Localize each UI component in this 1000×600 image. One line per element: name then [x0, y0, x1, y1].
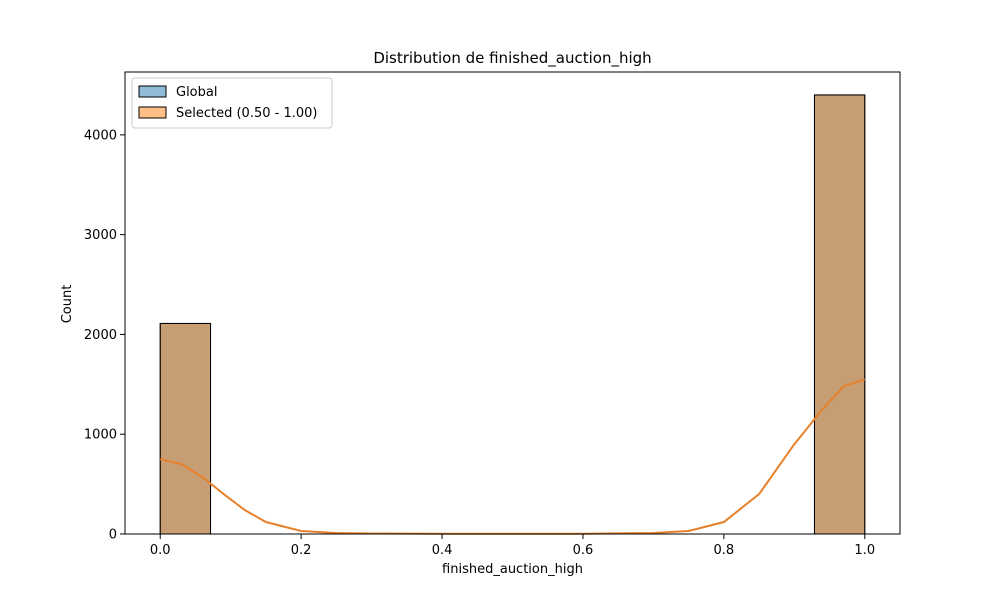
x-tick-label: 0.2	[291, 543, 312, 558]
y-tick-label: 4000	[84, 128, 117, 143]
x-tick-label: 0.8	[714, 543, 735, 558]
x-tick-label: 1.0	[854, 543, 875, 558]
y-tick-label: 1000	[84, 428, 117, 443]
legend-label: Global	[176, 85, 217, 100]
legend: Global Selected (0.50 - 1.00)	[131, 77, 333, 129]
x-axis: 0.0 0.2 0.4 0.6 0.8 1.0	[150, 534, 875, 558]
y-tick-label: 2000	[84, 328, 117, 343]
x-tick-label: 0.6	[573, 543, 594, 558]
x-axis-label: finished_auction_high	[442, 562, 583, 577]
plot-frame	[124, 71, 901, 535]
y-tick-label: 3000	[84, 228, 117, 243]
legend-swatch	[138, 106, 167, 119]
y-tick-label: 0	[109, 528, 117, 543]
chart-title: Distribution de finished_auction_high	[373, 49, 651, 68]
x-tick-label: 0.0	[150, 543, 171, 558]
bar-selected-1	[813, 94, 866, 535]
legend-swatch	[138, 85, 167, 98]
kde-curve	[160, 378, 866, 535]
bar-selected-0	[159, 322, 212, 535]
legend-label: Selected (0.50 - 1.00)	[176, 106, 317, 121]
y-axis: 0 1000 2000 3000 4000	[84, 128, 125, 543]
y-axis-label: Count	[60, 285, 75, 324]
plot-area	[124, 71, 901, 535]
x-tick-label: 0.4	[432, 543, 453, 558]
legend-box	[131, 77, 333, 129]
